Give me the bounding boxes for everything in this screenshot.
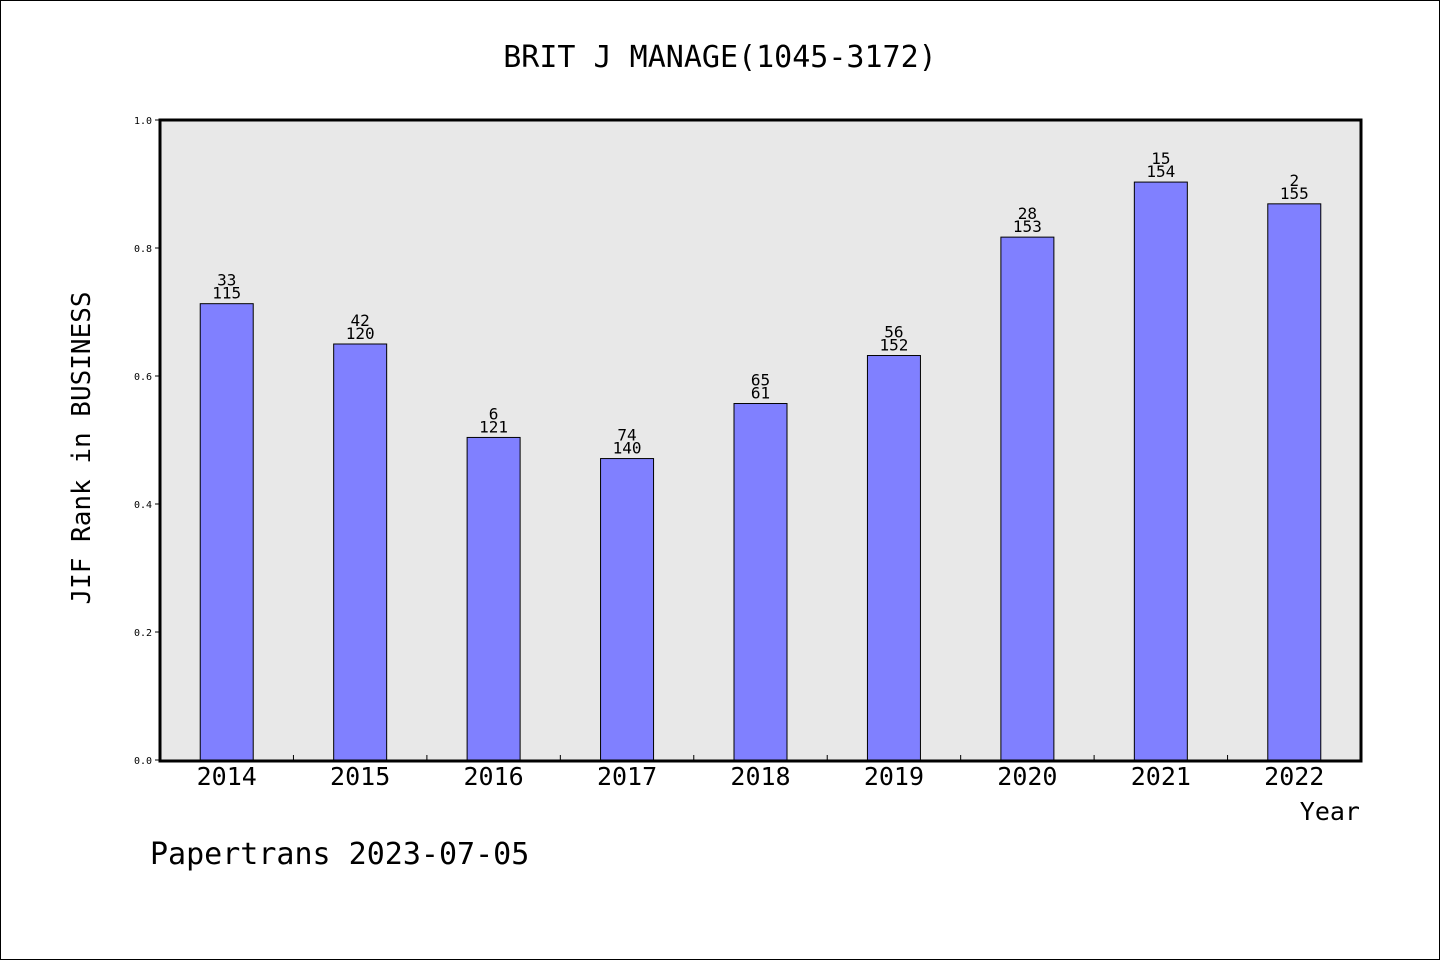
y-tick-label: 0.8: [134, 244, 152, 255]
bar: [866, 355, 921, 761]
y-tick-label: 0.2: [134, 628, 152, 639]
x-tick-label: 2014: [197, 762, 257, 791]
x-tick-label: 2019: [864, 762, 924, 791]
bar-rank-label: 74: [617, 426, 636, 445]
x-tick-label: 2017: [597, 762, 657, 791]
bar: [1000, 236, 1055, 761]
x-axis-label: Year: [1300, 797, 1360, 826]
bar-rank-label: 2: [1289, 171, 1299, 190]
x-axis-ticks: 2014 2015 2016 2017 2018 2019 2020 2021 2022: [197, 755, 1324, 791]
y-tick-label: 1.0: [134, 116, 152, 127]
bar: [733, 403, 788, 761]
bar-rank-label: 33: [217, 271, 236, 290]
bar-total-label: 154: [1146, 162, 1175, 181]
x-tick-label: 2021: [1131, 762, 1191, 791]
y-axis-label: JIF Rank in BUSINESS: [67, 291, 97, 604]
chart-title: BRIT J MANAGE(1045-3172): [503, 40, 936, 75]
bar-total-label: 140: [613, 439, 642, 458]
bar: [600, 458, 655, 761]
x-tick-label: 2020: [997, 762, 1057, 791]
bar: [466, 436, 521, 761]
bar: [1133, 181, 1188, 761]
bar-rank-label: 15: [1151, 149, 1170, 168]
x-tick-label: 2016: [464, 762, 524, 791]
x-tick-label: 2022: [1264, 762, 1324, 791]
footer-text: Papertrans 2023-07-05: [150, 837, 529, 872]
y-axis-ticks: 0.0 0.2 0.4 0.6 0.8 1.0: [134, 116, 160, 767]
x-tick-label: 2015: [330, 762, 390, 791]
bar-rank-label: 42: [351, 311, 370, 330]
bar-rank-label: 65: [751, 371, 770, 390]
bar-total-label: 120: [346, 324, 375, 343]
x-tick-label: 2018: [730, 762, 790, 791]
bar: [1267, 203, 1322, 761]
bar-rank-label: 56: [884, 323, 903, 342]
bar-rank-label: 6: [489, 404, 499, 423]
bar: [199, 303, 254, 761]
y-tick-label: 0.0: [134, 756, 152, 767]
plot-border: [158, 118, 1363, 763]
bar-total-label: 155: [1280, 184, 1309, 203]
y-tick-label: 0.6: [134, 372, 152, 383]
bar-total-label: 121: [479, 417, 508, 436]
bar-total-label: 115: [212, 284, 241, 303]
bar-rank-label: 28: [1018, 204, 1037, 223]
bar-total-label: 61: [751, 384, 770, 403]
y-tick-label: 0.4: [134, 500, 152, 511]
bar-total-label: 153: [1013, 217, 1042, 236]
bar: [333, 343, 388, 761]
bar-total-label: 152: [879, 336, 908, 355]
